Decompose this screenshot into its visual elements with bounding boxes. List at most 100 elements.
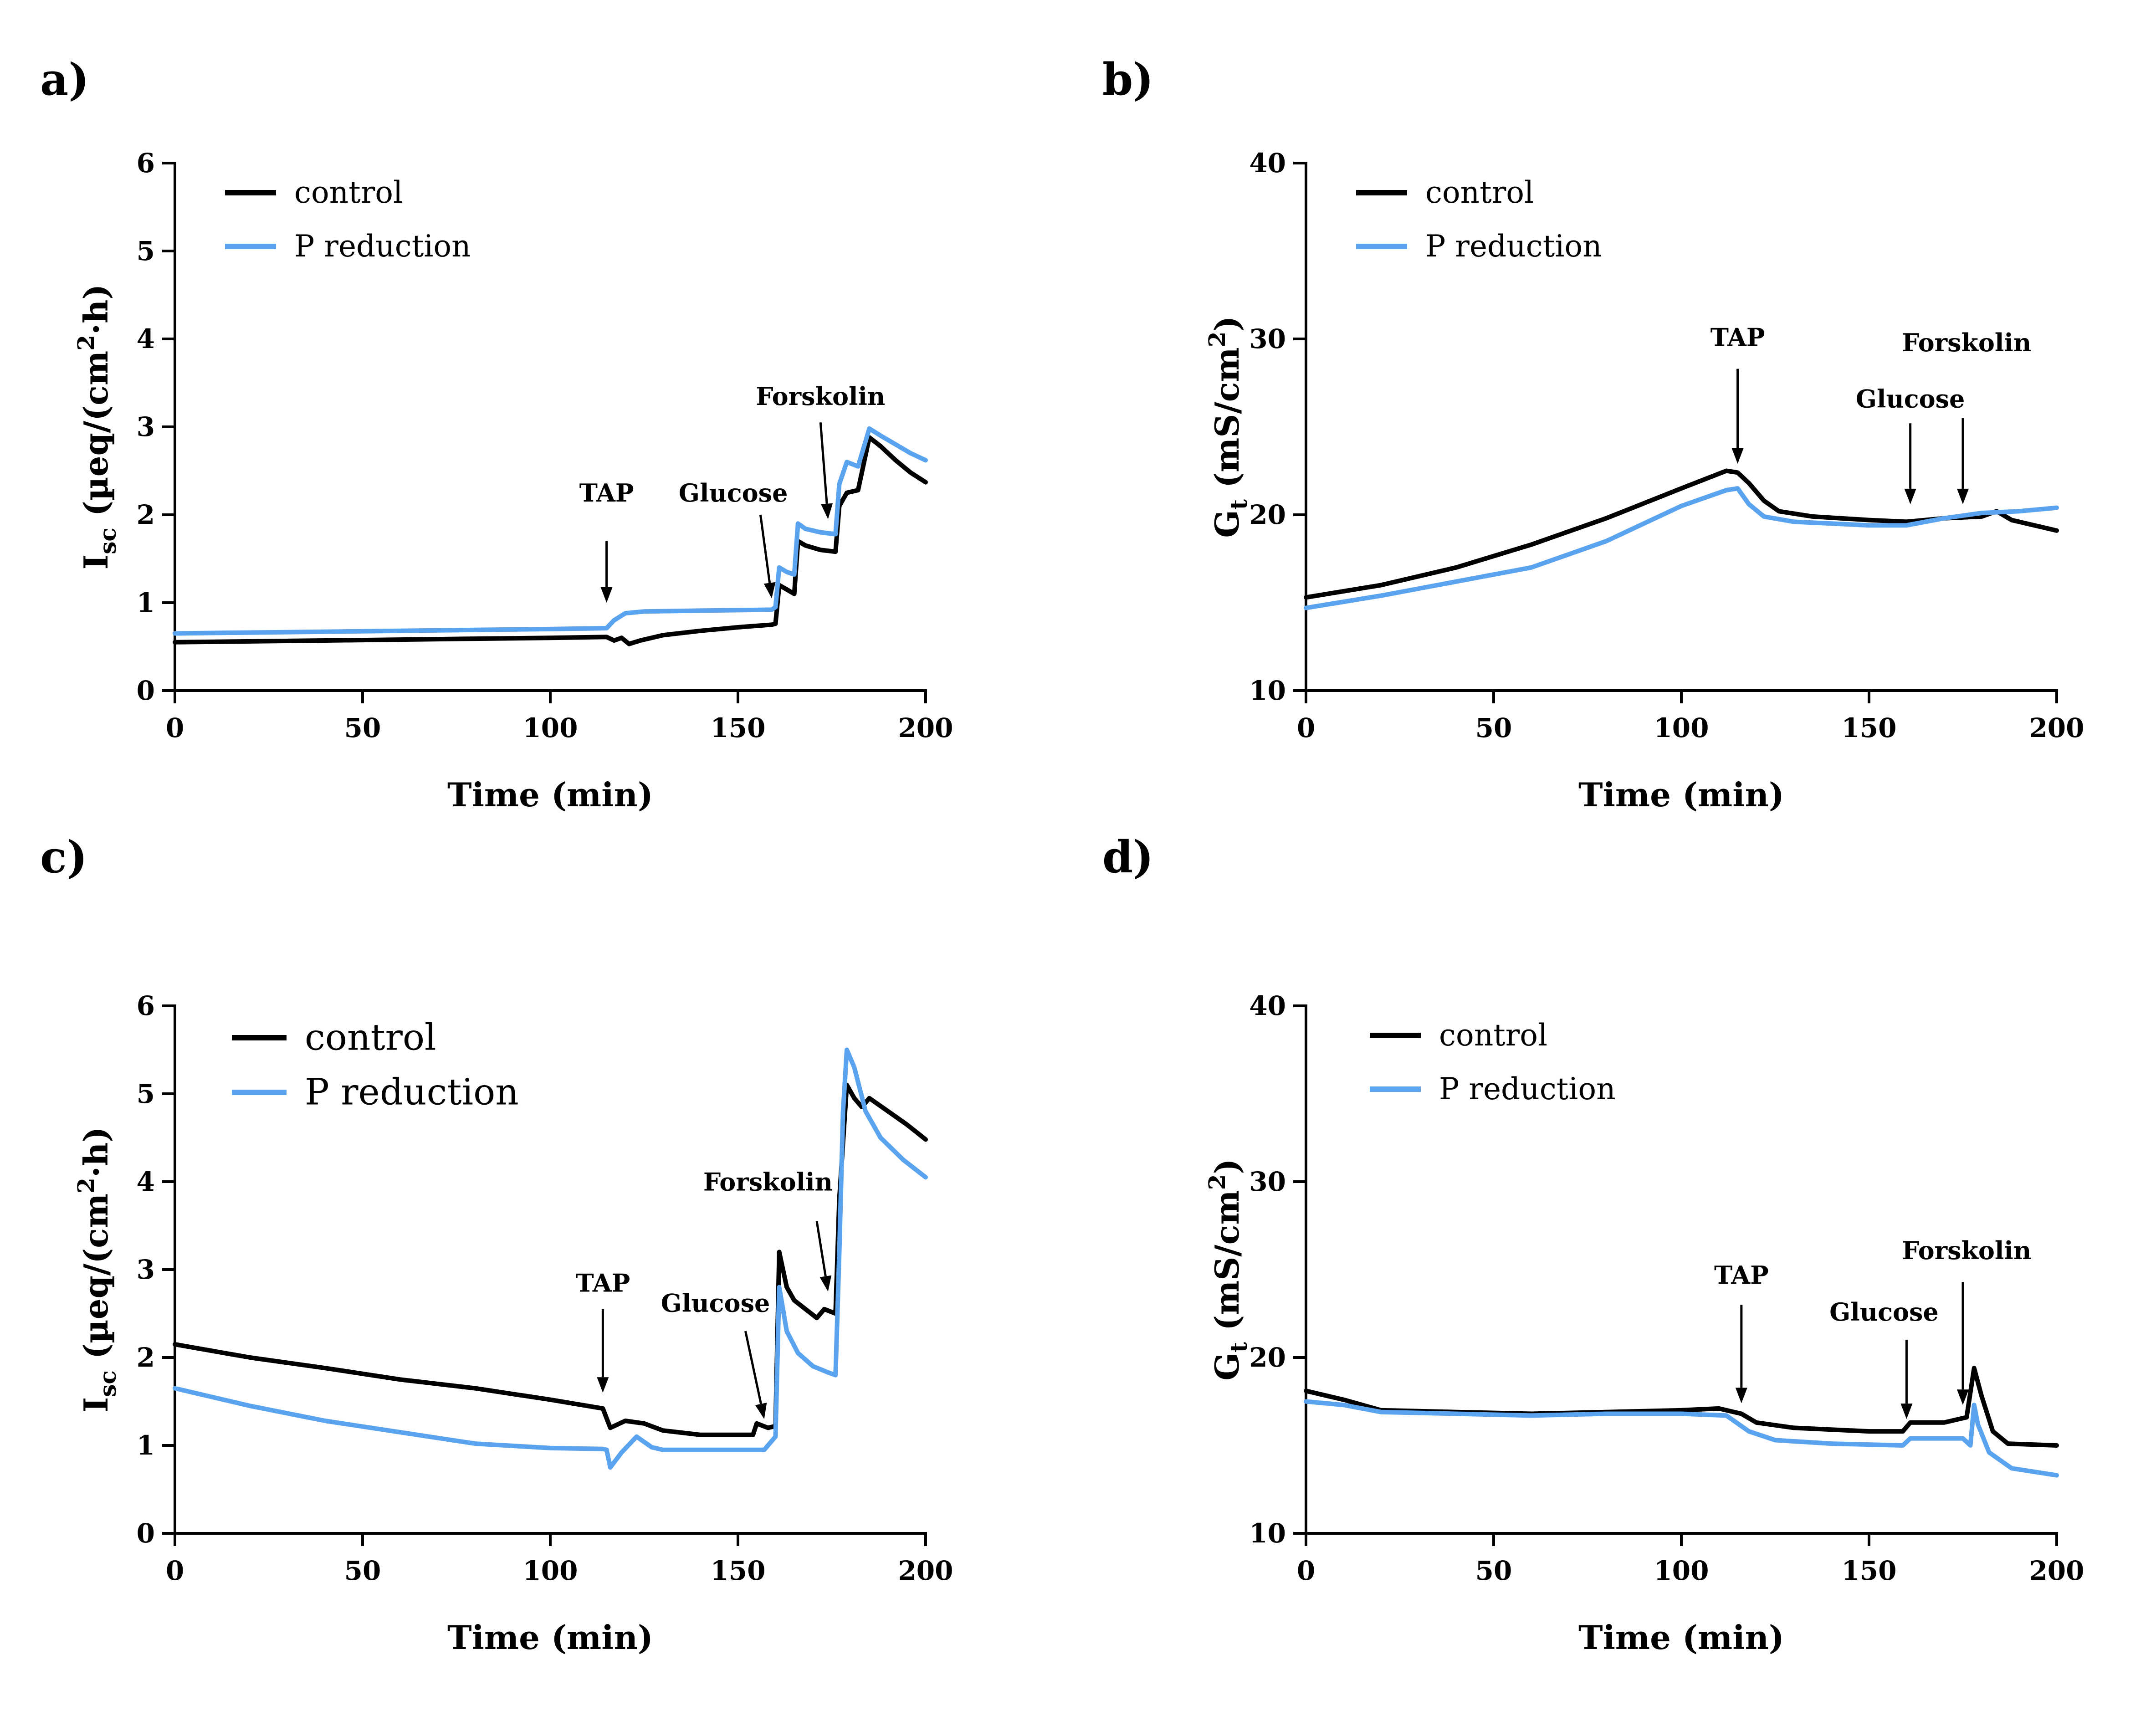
panel-label: c) (40, 831, 87, 883)
panel-d: d) 0 50 100 150 200 10 20 30 40 Time (min) Gt (mS/c… (1102, 831, 2084, 1657)
annotation-label: TAP (579, 478, 634, 507)
annotation-arrowhead (1735, 1388, 1747, 1404)
x-tick-label: 150 (710, 1555, 765, 1586)
annotation-label: Glucose (661, 1289, 770, 1318)
x-tick-label: 100 (522, 1555, 578, 1586)
annotation-arrow (744, 1331, 763, 1404)
panel-label: b) (1102, 54, 1154, 105)
y-tick-label: 3 (137, 1254, 155, 1285)
annotation-arrowhead (821, 503, 833, 519)
y-tick-label: 6 (137, 148, 155, 179)
y-tick-label: 5 (137, 1078, 155, 1109)
annotation-arrow (819, 422, 828, 504)
annotation-arrowhead (1957, 488, 1969, 504)
annotation-arrowhead (1904, 488, 1916, 504)
y-tick-label: 40 (1249, 990, 1286, 1021)
y-tick-label: 0 (137, 675, 155, 706)
x-tick-label: 200 (2029, 712, 2084, 743)
annotation-label: Forskolin (1902, 328, 2031, 357)
x-axis-title: Time (min) (1578, 1618, 1784, 1657)
x-tick-label: 200 (2029, 1555, 2084, 1586)
series-line-p-reduction (1304, 486, 2059, 610)
x-tick-label: 50 (344, 1555, 381, 1586)
x-tick-label: 100 (1654, 712, 1709, 743)
annotation-label: Glucose (1856, 384, 1965, 414)
legend-label: control (1439, 1018, 1547, 1053)
y-tick-label: 20 (1249, 499, 1286, 530)
y-tick-label: 0 (137, 1518, 155, 1549)
annotation-arrowhead (763, 582, 776, 599)
x-tick-label: 200 (898, 712, 953, 743)
x-tick-label: 100 (1654, 1555, 1709, 1586)
y-tick-label: 30 (1249, 1166, 1286, 1197)
series-line-p-reduction (173, 1047, 928, 1470)
y-tick-label: 3 (137, 411, 155, 442)
x-tick-label: 50 (1475, 1555, 1512, 1586)
y-tick-label: 1 (137, 1430, 155, 1461)
y-tick-label: 10 (1249, 675, 1286, 706)
x-tick-label: 200 (898, 1555, 953, 1586)
legend-label: P reduction (294, 229, 471, 264)
x-axis-title: Time (min) (447, 1618, 653, 1657)
legend-label: P reduction (1425, 229, 1602, 264)
annotation-arrowhead (1900, 1404, 1913, 1419)
series-line-p-reduction (1304, 1399, 2059, 1478)
annotation-label: TAP (1714, 1260, 1769, 1290)
x-tick-label: 0 (1297, 712, 1315, 743)
annotation-label: Forskolin (703, 1167, 833, 1196)
annotation-label: Glucose (679, 478, 788, 507)
y-axis-title: Isc (µeq/(cm2·h) (72, 284, 121, 570)
y-tick-label: 40 (1249, 148, 1286, 179)
x-tick-label: 150 (1841, 712, 1896, 743)
y-tick-label: 4 (137, 1166, 155, 1197)
y-tick-label: 4 (137, 323, 155, 354)
series-line-control (1304, 1366, 2059, 1448)
y-tick-label: 20 (1249, 1342, 1286, 1373)
panel-label: a) (40, 54, 89, 105)
annotation-arrow (759, 514, 771, 583)
x-tick-label: 50 (1475, 712, 1512, 743)
y-axis-title: Gt (mS/cm2) (1203, 316, 1252, 538)
series-line-control (1304, 468, 2059, 600)
legend-label: control (305, 1016, 436, 1058)
x-tick-label: 50 (344, 712, 381, 743)
x-tick-label: 0 (166, 712, 184, 743)
annotation-arrowhead (1731, 448, 1744, 464)
x-tick-label: 100 (522, 712, 578, 743)
annotation-label: Glucose (1829, 1297, 1939, 1327)
annotation-arrowhead (819, 1275, 832, 1292)
x-tick-label: 0 (1297, 1555, 1315, 1586)
y-axis-title: Gt (mS/cm2) (1203, 1158, 1252, 1380)
y-axis-title: Isc (µeq/(cm2·h) (72, 1127, 121, 1413)
annotation-label: TAP (1710, 323, 1765, 352)
y-tick-label: 1 (137, 587, 155, 618)
x-tick-label: 150 (1841, 1555, 1896, 1586)
y-tick-label: 30 (1249, 323, 1286, 354)
x-axis-title: Time (min) (447, 775, 653, 814)
annotation-label: Forskolin (1902, 1236, 2031, 1265)
annotation-arrowhead (597, 1377, 609, 1393)
annotation-arrow (815, 1221, 827, 1277)
series-line-p-reduction (173, 426, 928, 636)
annotation-label: Forskolin (756, 382, 885, 411)
annotation-arrowhead (1957, 1389, 1969, 1405)
annotation-arrowhead (755, 1403, 767, 1419)
legend-label: control (1425, 175, 1534, 210)
annotation-label: TAP (575, 1268, 630, 1297)
y-tick-label: 2 (137, 1342, 155, 1373)
legend-label: P reduction (305, 1071, 519, 1113)
annotation-arrowhead (600, 587, 613, 603)
panel-a: a) 0 50 100 150 200 0 1 2 3 4 5 6 Time (min) Isc (µeq/… (40, 54, 953, 814)
series-line-control (173, 1082, 928, 1437)
x-tick-label: 150 (710, 712, 765, 743)
series-line-control (173, 435, 928, 646)
legend-label: P reduction (1439, 1071, 1616, 1107)
y-tick-label: 10 (1249, 1518, 1286, 1549)
legend-label: control (294, 175, 403, 210)
y-tick-label: 2 (137, 499, 155, 530)
panel-b: b) 0 50 100 150 200 10 20 30 40 Time (min) Gt (mS/c… (1102, 54, 2084, 814)
x-tick-label: 0 (166, 1555, 184, 1586)
panel-c: c) 0 50 100 150 200 0 1 2 3 4 5 6 Time (min) Isc (µeq/… (40, 831, 953, 1657)
x-axis-title: Time (min) (1578, 775, 1784, 814)
